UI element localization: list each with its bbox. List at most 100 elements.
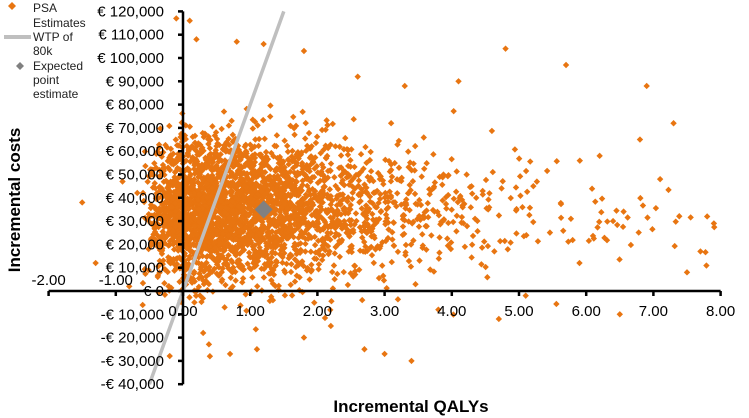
psa-point (436, 249, 443, 256)
psa-point (379, 239, 386, 246)
psa-point (390, 242, 398, 250)
psa-point (393, 203, 400, 210)
psa-point (320, 226, 327, 233)
psa-point (168, 284, 175, 292)
psa-point (478, 261, 485, 268)
psa-point (314, 226, 321, 233)
psa-point (187, 158, 194, 165)
psa-point (126, 283, 133, 290)
psa-point (200, 198, 207, 206)
psa-point (576, 259, 583, 267)
psa-point (252, 136, 259, 143)
psa-point (322, 247, 329, 254)
x-tick-labels: -2.00 -1.00 0.00 1.00 2.00 3.00 4.00 5.00 6.00 7.… (31, 272, 735, 320)
psa-point (358, 205, 366, 212)
psa-point (442, 193, 450, 201)
psa-point (277, 178, 285, 186)
psa-point (195, 226, 203, 234)
psa-point (363, 229, 371, 237)
psa-point (189, 154, 196, 161)
psa-point (246, 264, 253, 272)
psa-points (79, 15, 718, 365)
psa-point (636, 136, 644, 143)
psa-point (251, 187, 259, 194)
psa-point (410, 160, 417, 167)
psa-point (380, 277, 388, 284)
psa-point (288, 260, 295, 268)
psa-point (345, 209, 352, 217)
psa-point (373, 187, 381, 195)
psa-point (217, 245, 224, 253)
y-tick-label: -€ 20,000 (101, 330, 164, 347)
psa-point (195, 275, 203, 282)
psa-point (430, 268, 438, 275)
psa-point (145, 173, 153, 180)
psa-point (246, 253, 253, 260)
psa-point (212, 244, 219, 252)
psa-point (228, 117, 235, 125)
psa-point (260, 236, 268, 243)
psa-point (275, 199, 283, 207)
x-tick-label: -2.00 (31, 272, 65, 289)
psa-point (283, 172, 291, 179)
psa-point (139, 279, 147, 287)
psa-point (221, 212, 229, 219)
psa-point (414, 215, 421, 223)
psa-point (151, 211, 158, 219)
psa-point (232, 171, 240, 179)
psa-point (145, 211, 152, 218)
psa-point (377, 208, 385, 216)
psa-point (300, 47, 308, 55)
psa-point (170, 255, 177, 263)
psa-point (225, 141, 233, 149)
psa-point (382, 189, 389, 197)
psa-point (167, 145, 175, 153)
psa-point (346, 232, 353, 240)
psa-point (206, 145, 214, 152)
psa-point (449, 218, 457, 226)
psa-point (327, 201, 334, 208)
psa-point (222, 204, 229, 211)
psa-point (272, 244, 279, 251)
legend-expected-line2: point estimate (33, 73, 79, 101)
psa-point (324, 121, 331, 129)
psa-point (430, 151, 437, 158)
x-tick-label: 0.00 (168, 303, 197, 320)
psa-point (263, 232, 271, 239)
psa-point (485, 196, 492, 203)
psa-point (276, 251, 284, 258)
psa-point (279, 167, 287, 175)
psa-point (262, 148, 270, 156)
psa-point (239, 215, 246, 222)
psa-point (227, 267, 234, 274)
psa-point (703, 213, 711, 220)
psa-point (328, 268, 336, 276)
psa-point (171, 223, 179, 230)
psa-point (201, 213, 208, 220)
psa-point (272, 207, 279, 214)
psa-point (687, 214, 694, 221)
psa-point (489, 168, 496, 176)
psa-point (269, 233, 277, 240)
x-tick-label: 7.00 (639, 303, 668, 320)
psa-point (198, 161, 206, 168)
psa-point (421, 165, 428, 173)
legend: PSA Estimates WTP of 80k Expected point … (4, 1, 86, 101)
psa-point (254, 198, 261, 205)
psa-point (259, 218, 266, 226)
psa-point (291, 221, 298, 228)
x-tick-label: 3.00 (370, 303, 399, 320)
psa-point (299, 166, 306, 173)
psa-point (239, 209, 246, 216)
psa-point (416, 196, 423, 204)
psa-point (192, 292, 200, 299)
psa-point (204, 136, 212, 143)
psa-point (596, 218, 603, 226)
psa-point (373, 204, 380, 211)
psa-point (234, 257, 242, 264)
psa-point (337, 198, 344, 205)
psa-point (255, 135, 263, 143)
psa-point (156, 269, 163, 276)
psa-point (420, 134, 427, 141)
psa-point (195, 259, 202, 267)
